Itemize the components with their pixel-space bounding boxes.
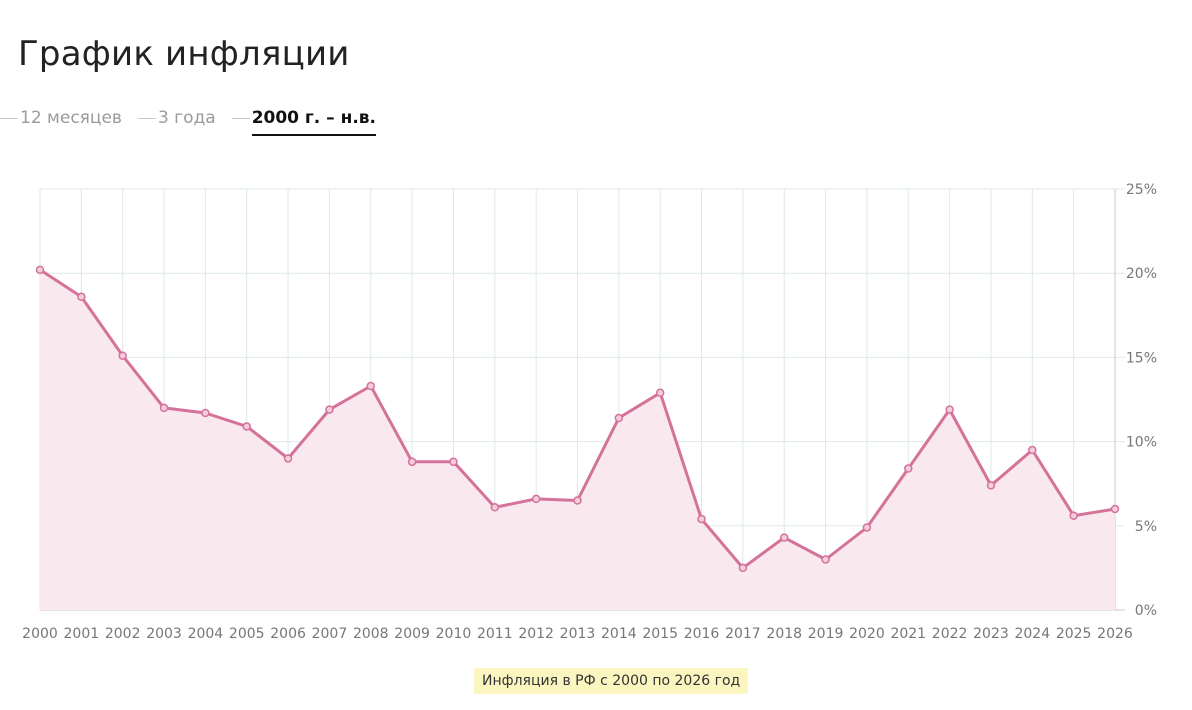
tab-separator [231, 117, 250, 119]
data-point-2009 [407, 457, 417, 467]
x-tick-label: 2002 [105, 626, 141, 642]
data-point-2007 [325, 405, 334, 414]
data-point-2018 [779, 533, 789, 542]
x-tick-label: 2012 [518, 626, 554, 642]
inflation-chart: 2000 2001 2002 2003 2004 2005 2006 2007 2008 2009… [0, 170, 1192, 650]
data-point-2015 [655, 388, 665, 398]
data-point-2016 [697, 514, 706, 524]
data-point-2025 [1069, 511, 1078, 520]
data-point-2010 [449, 457, 458, 467]
tab-label: 2000 г. – н.в. [251, 108, 377, 136]
x-tick-label: 2000 [22, 626, 58, 642]
data-point-2017 [738, 563, 748, 573]
chart-y-ticks: 0% 5% 10% 15% 20% 25% [1126, 182, 1157, 619]
x-tick-label: 2006 [270, 626, 306, 642]
data-point-2005 [242, 422, 251, 431]
x-tick-label: 2010 [436, 626, 472, 642]
data-point-2022 [945, 405, 954, 414]
data-point-2013 [573, 496, 582, 505]
x-tick-label: 2021 [890, 626, 926, 642]
tab-label: 3 года [157, 108, 216, 128]
tab-2000-present[interactable]: 2000 г. – н.в. [231, 106, 377, 136]
tab-label: 12 месяцев [20, 108, 122, 128]
tab-3-years[interactable]: 3 года [137, 106, 216, 130]
data-point-2008 [366, 381, 376, 391]
y-tick-label: 10% [1126, 435, 1157, 451]
data-point-2024 [1028, 445, 1037, 455]
x-tick-label: 2011 [477, 626, 513, 642]
chart-caption: Инфляция в РФ с 2000 по 2026 год [474, 668, 749, 694]
y-tick-label: 15% [1126, 350, 1157, 366]
page-title: График инфляции [18, 34, 350, 74]
data-point-2003 [159, 403, 169, 413]
tab-separator [0, 117, 18, 119]
period-tabs: 12 месяцев 3 года 2000 г. – н.в. [0, 106, 392, 140]
tab-separator [137, 117, 156, 119]
data-point-2023 [986, 481, 996, 490]
x-tick-label: 2024 [1014, 626, 1050, 642]
chart-area-fill [40, 269, 1115, 610]
y-tick-label: 25% [1126, 182, 1157, 198]
data-point-2001 [77, 292, 86, 302]
x-tick-label: 2026 [1097, 626, 1133, 642]
x-tick-label: 2003 [146, 626, 182, 642]
y-tick-label: 20% [1126, 266, 1157, 282]
x-tick-label: 2013 [560, 626, 596, 642]
data-point-2019 [821, 555, 830, 564]
x-tick-label: 2019 [808, 626, 844, 642]
chart-svg: 2000 2001 2002 2003 2004 2005 2006 2007 2008 2009… [22, 182, 1157, 642]
data-point-2006 [283, 454, 293, 463]
x-tick-label: 2014 [601, 626, 637, 642]
x-tick-label: 2022 [932, 626, 968, 642]
chart-points [35, 265, 1120, 573]
y-tick-label: 0% [1135, 603, 1157, 619]
x-tick-label: 2016 [684, 626, 720, 642]
x-tick-label: 2023 [973, 626, 1009, 642]
x-tick-label: 2008 [353, 626, 389, 642]
data-point-2012 [531, 494, 541, 504]
data-point-2020 [862, 523, 872, 532]
chart-x-ticks: 2000 2001 2002 2003 2004 2005 2006 2007 2008 2009… [22, 626, 1133, 642]
data-point-2021 [904, 464, 913, 473]
data-point-2014 [614, 413, 624, 423]
x-tick-label: 2015 [642, 626, 678, 642]
data-point-2026 [1110, 504, 1120, 514]
tab-12-months[interactable]: 12 месяцев [0, 106, 122, 130]
data-point-2002 [118, 351, 127, 360]
x-tick-label: 2009 [394, 626, 430, 642]
data-point-2000 [35, 265, 45, 275]
x-tick-label: 2018 [766, 626, 802, 642]
x-tick-label: 2020 [849, 626, 885, 642]
x-tick-label: 2001 [64, 626, 100, 642]
data-point-2011 [490, 503, 500, 512]
x-tick-label: 2017 [725, 626, 761, 642]
x-tick-label: 2005 [229, 626, 265, 642]
x-tick-label: 2007 [312, 626, 348, 642]
x-tick-label: 2025 [1056, 626, 1092, 642]
data-point-2004 [201, 408, 210, 418]
x-tick-label: 2004 [188, 626, 224, 642]
y-tick-label: 5% [1135, 519, 1157, 535]
